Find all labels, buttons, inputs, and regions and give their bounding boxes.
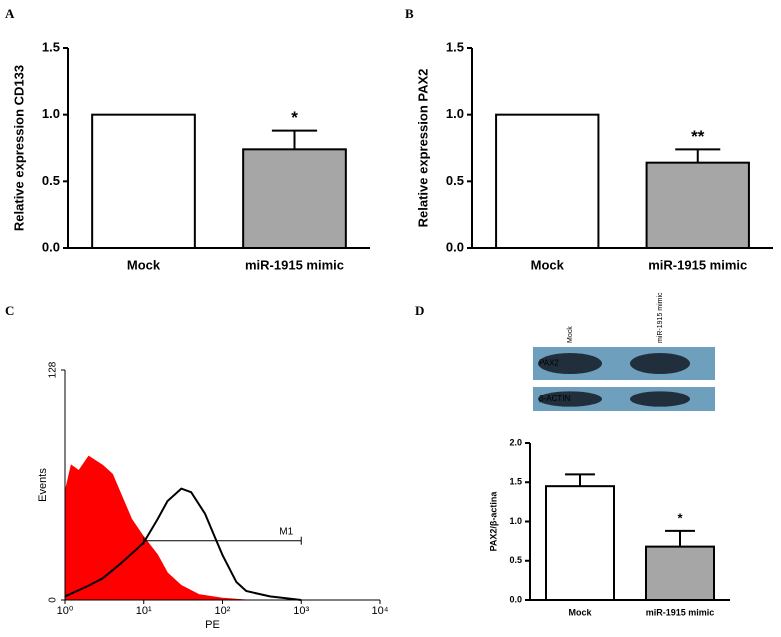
y-tick-label: 1.0 <box>509 516 522 526</box>
bar <box>91 113 196 249</box>
y-tick-label: 0.0 <box>42 239 60 254</box>
bar <box>545 485 615 601</box>
bar <box>645 545 715 601</box>
x-tick-label: 10¹ <box>136 605 152 617</box>
significance-label: ** <box>691 127 705 146</box>
y-tick-label: 1.0 <box>446 106 464 121</box>
y-tick-label: 0.0 <box>446 239 464 254</box>
y-tick-label: 0.0 <box>509 594 522 604</box>
y-tick-label: 0.5 <box>509 555 522 565</box>
blot-band <box>630 391 690 407</box>
panel-letter: C <box>5 303 14 318</box>
blot-band <box>538 391 602 407</box>
x-tick-label: 10⁴ <box>372 605 389 617</box>
blot-band <box>630 352 690 375</box>
blot-lane-label: miR-1915 mimic <box>657 292 664 343</box>
blot-row-label: β-ACTIN <box>539 394 570 403</box>
y-axis-label: Relative expression CD133 <box>11 65 26 231</box>
histogram-area <box>64 455 247 601</box>
histogram-line <box>64 487 302 601</box>
y-axis-label: Relative expression PAX2 <box>415 69 430 228</box>
blot-lane-label: Mock <box>567 326 574 343</box>
x-tick-label: 10³ <box>293 605 309 617</box>
bar <box>495 113 600 249</box>
y-tick-label: 0.5 <box>446 173 464 188</box>
x-tick-label: Mock <box>531 257 565 272</box>
y-axis-label: Events <box>37 468 49 502</box>
panel-letter: D <box>415 303 424 318</box>
x-tick-label: Mock <box>127 257 161 272</box>
panel-letter: B <box>405 6 414 21</box>
bar <box>242 148 347 249</box>
y-tick-label: 1.5 <box>42 39 60 54</box>
y-tick-label: 2.0 <box>509 437 522 447</box>
x-tick-label: miR-1915 mimic <box>245 257 344 272</box>
bar <box>645 161 750 250</box>
x-axis-label: PE <box>205 619 220 631</box>
y-axis-label: PAX2/β-actina <box>488 491 498 552</box>
y-tick-label: 1.5 <box>446 39 464 54</box>
x-tick-label: Mock <box>568 607 592 617</box>
significance-label: * <box>291 108 298 127</box>
blot-band <box>538 352 602 375</box>
y-tick-label: 1.5 <box>509 477 522 487</box>
panel-letter: A <box>5 6 15 21</box>
x-tick-label: miR-1915 mimic <box>646 607 715 617</box>
y-tick-label: 128 <box>48 361 59 378</box>
y-tick-label: 0.5 <box>42 173 60 188</box>
x-tick-label: 10² <box>215 605 231 617</box>
significance-label: * <box>677 510 683 525</box>
blot-row-label: PAX2 <box>539 359 559 368</box>
y-tick-label: 1.0 <box>42 106 60 121</box>
x-tick-label: miR-1915 mimic <box>648 257 747 272</box>
y-tick-label: 0 <box>48 597 59 603</box>
x-tick-label: 10⁰ <box>57 605 74 617</box>
gate-label: M1 <box>279 526 293 537</box>
